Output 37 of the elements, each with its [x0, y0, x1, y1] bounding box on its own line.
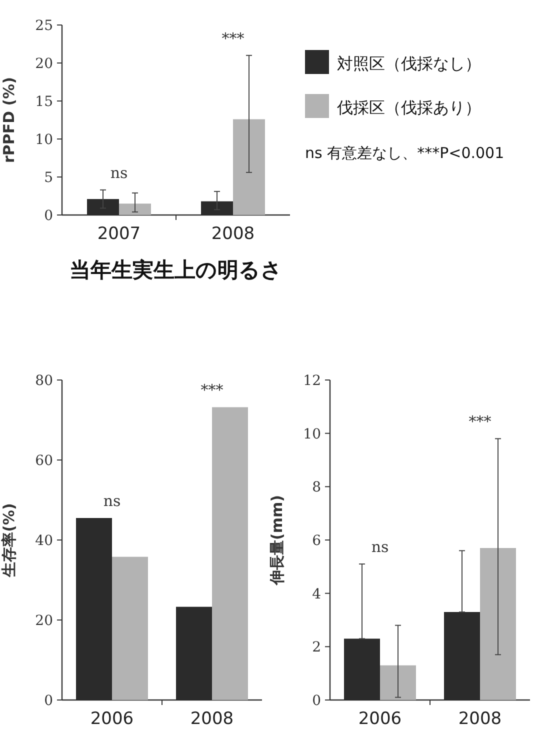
text: 当年生実生上の明るさ	[70, 258, 282, 282]
y-tick-label: 80	[35, 373, 53, 389]
y-tick-label: 40	[35, 533, 53, 549]
legend-label: 対照区（伐採なし）	[337, 54, 481, 73]
x-tick-label: 2006	[358, 709, 402, 729]
text: ns 有意差なし、***P<0.001	[305, 144, 504, 162]
y-tick-label: 20	[35, 613, 53, 629]
y-axis-title: 生存率(%)	[0, 503, 18, 578]
y-axis-title: rPPFD (%)	[0, 76, 18, 164]
y-tick-label: 10	[35, 132, 53, 148]
y-tick-label: 2	[312, 640, 321, 656]
annotation: ns	[103, 492, 121, 510]
y-tick-label: 60	[35, 453, 53, 469]
y-tick-label: 0	[44, 208, 53, 224]
annotation: ***	[222, 29, 245, 48]
x-tick-label: 2007	[97, 224, 141, 244]
annotation: ns	[371, 538, 389, 556]
x-tick-label: 2008	[458, 709, 502, 729]
legend-label: 伐採区（伐採あり）	[337, 98, 481, 117]
y-tick-label: 20	[35, 56, 53, 72]
annotation: ***	[468, 412, 492, 431]
y-tick-label: 0	[312, 693, 321, 709]
y-tick-label: 6	[312, 533, 322, 549]
x-tick-label: 2008	[211, 224, 255, 244]
y-axis-title: 伸長量(mm)	[268, 495, 286, 586]
x-tick-label: 2008	[190, 709, 234, 729]
y-tick-label: 25	[35, 18, 53, 34]
y-tick-label: 8	[312, 480, 321, 496]
y-tick-label: 0	[44, 693, 53, 709]
annotation: ***	[200, 381, 224, 400]
annotation: ns	[110, 164, 128, 182]
y-tick-label: 4	[312, 586, 322, 602]
x-tick-label: 2006	[90, 709, 134, 729]
y-tick-label: 15	[35, 94, 53, 110]
y-tick-label: 5	[44, 170, 53, 186]
y-tick-label: 10	[303, 426, 321, 442]
y-tick-label: 12	[303, 373, 321, 389]
